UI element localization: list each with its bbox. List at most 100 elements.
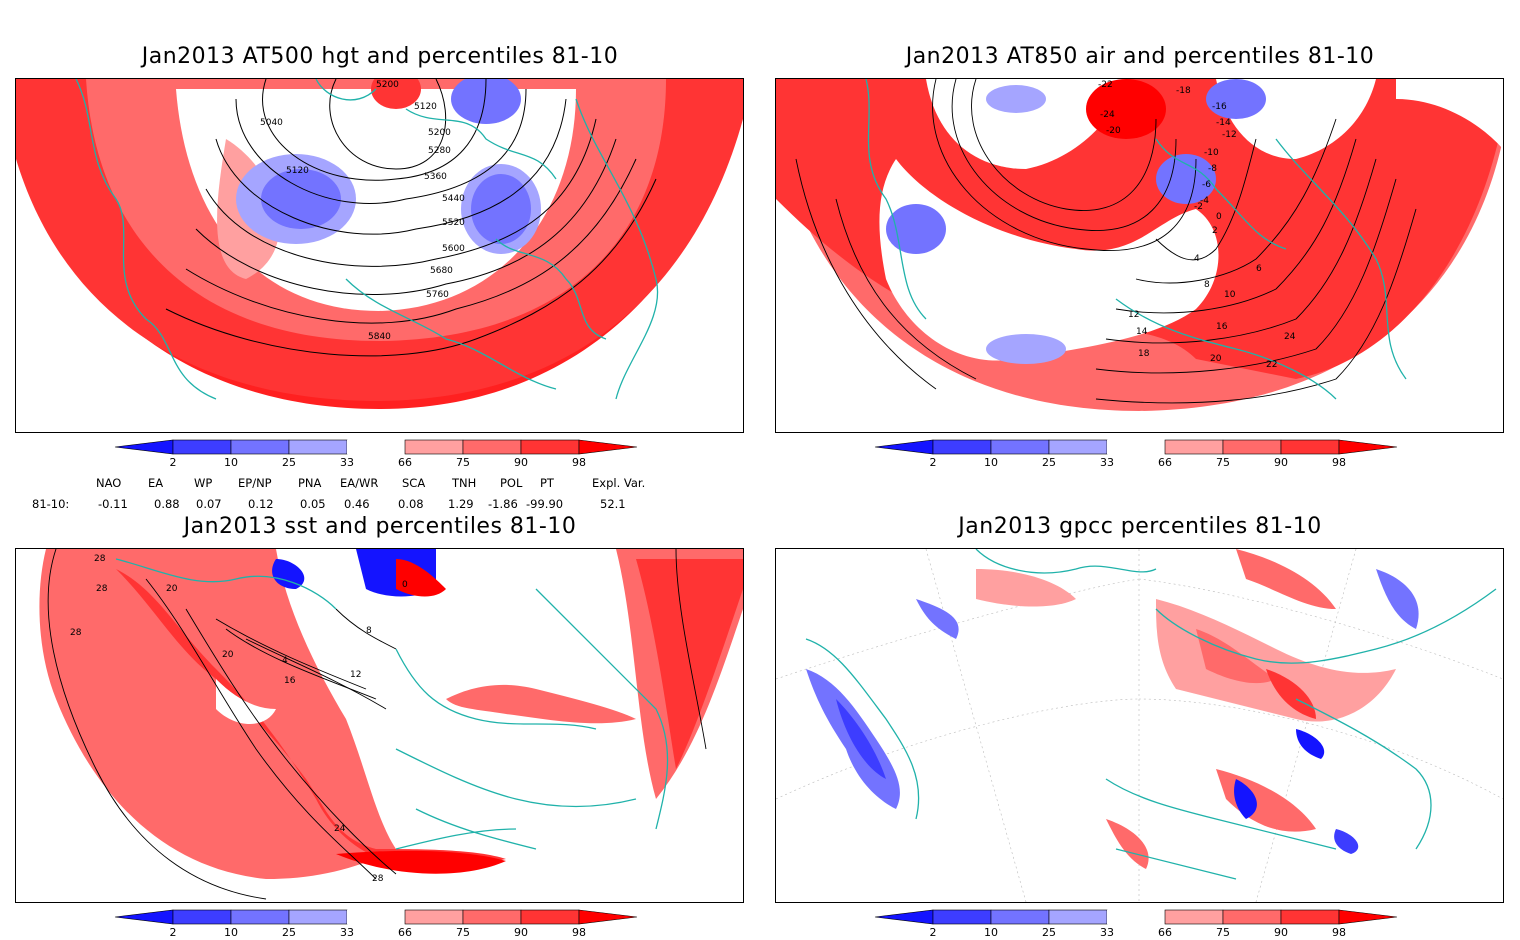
svg-text:-20: -20 [1106, 126, 1121, 136]
colorbar-segment [1107, 440, 1165, 454]
panel-title-gpcc: Jan2013 gpcc percentiles 81-10 [958, 514, 1322, 539]
svg-text:-6: -6 [1202, 180, 1211, 190]
svg-text:22: 22 [1266, 360, 1277, 370]
colorbar-tick-label: 33 [1100, 456, 1114, 469]
tele-header-pt: PT [540, 476, 554, 490]
tele-header-explvar: Expl. Var. [592, 476, 646, 490]
tele-header-nao: NAO [96, 476, 122, 490]
tele-header-pna: PNA [298, 476, 322, 490]
colorbar-arrow-high [1338, 909, 1398, 925]
svg-text:-10: -10 [1204, 148, 1219, 158]
map-at850-air: -22 -24 -20 -18 -16 -14 -12 -10 -8 -6 -4… [775, 78, 1504, 433]
map-sst: 28 28 28 20 20 16 12 8 4 0 24 28 [15, 548, 744, 903]
tele-row-label: 81-10: [32, 497, 70, 511]
svg-text:14: 14 [1136, 327, 1148, 337]
colorbar-segment [462, 909, 522, 925]
svg-text:5200: 5200 [376, 80, 399, 90]
colorbar-tick-label: 33 [340, 456, 354, 469]
colorbar-tick-label: 2 [930, 456, 937, 469]
colorbar-tick-label: 10 [984, 456, 998, 469]
colorbar-segment [347, 910, 405, 924]
svg-text:5760: 5760 [426, 290, 449, 300]
colorbar-segment [1164, 909, 1224, 925]
svg-text:5040: 5040 [260, 118, 283, 128]
colorbar-tick-label: 25 [1042, 926, 1056, 939]
colorbar-tick-label: 2 [170, 926, 177, 939]
colorbar-tick-label: 90 [1274, 456, 1288, 469]
svg-text:28: 28 [96, 584, 108, 594]
colorbar-segment [1222, 439, 1282, 455]
svg-text:28: 28 [372, 874, 384, 884]
svg-text:8: 8 [366, 626, 372, 636]
colorbar-segment [932, 439, 992, 455]
colorbar-top-left: 2 10 25 33 66 75 90 98 [114, 438, 645, 469]
colorbar-segment [347, 440, 405, 454]
colorbar-segment [462, 439, 522, 455]
colorbar-bottom-left: 2 10 25 33 66 75 90 98 [114, 908, 645, 939]
colorbar-tick-label: 98 [1332, 926, 1346, 939]
svg-text:8: 8 [1204, 280, 1210, 290]
tele-header-sca: SCA [402, 476, 426, 490]
colorbar-segment [1048, 439, 1108, 455]
colorbar-segment [1280, 909, 1340, 925]
colorbar-tick-label: 75 [1216, 926, 1230, 939]
colorbar-arrow-low [874, 909, 934, 925]
colorbar-tick-label: 10 [224, 456, 238, 469]
svg-text:0: 0 [1216, 212, 1222, 222]
tele-value-nao: -0.11 [98, 497, 128, 511]
colorbar-tick-label: 25 [282, 456, 296, 469]
colorbar-segment [990, 909, 1050, 925]
svg-text:-18: -18 [1176, 86, 1191, 96]
tele-header-eawr: EA/WR [340, 476, 379, 490]
svg-text:-14: -14 [1216, 118, 1231, 128]
contour-labels-sst: 28 28 28 20 20 16 12 8 4 0 24 28 [70, 554, 408, 884]
colorbar-segment [990, 439, 1050, 455]
colorbar-bottom-right: 2 10 25 33 66 75 90 98 [874, 908, 1405, 939]
svg-text:-12: -12 [1222, 130, 1237, 140]
colorbar-arrow-high [578, 909, 638, 925]
svg-text:10: 10 [1224, 290, 1236, 300]
svg-text:2: 2 [1212, 226, 1218, 236]
svg-text:6: 6 [1256, 264, 1262, 274]
colorbar-top-right: 2 10 25 33 66 75 90 98 [874, 438, 1405, 469]
colorbar-tick-label: 75 [456, 456, 470, 469]
colorbar-tick-label: 90 [1274, 926, 1288, 939]
svg-text:5280: 5280 [428, 146, 451, 156]
map-at500-svg: 5200 5040 5120 5200 5280 5120 5360 5440 … [16, 79, 743, 409]
colorbar-tick-label: 98 [1332, 456, 1346, 469]
tele-value-pol: -1.86 [488, 497, 518, 511]
svg-text:5120: 5120 [286, 166, 309, 176]
svg-text:28: 28 [70, 628, 82, 638]
svg-text:0: 0 [402, 580, 408, 590]
svg-text:5360: 5360 [424, 172, 447, 182]
colorbar-arrow-low [874, 439, 934, 455]
tele-value-wp: 0.07 [196, 497, 222, 511]
colorbar-tick-label: 33 [340, 926, 354, 939]
colorbar-segment [230, 439, 290, 455]
contour-labels-at500: 5200 5040 5120 5200 5280 5120 5360 5440 … [260, 80, 465, 342]
colorbar-tick-label: 33 [1100, 926, 1114, 939]
map-gpcc-svg [776, 549, 1503, 902]
colorbar-tick-label: 2 [930, 926, 937, 939]
map-at500-hgt: 5200 5040 5120 5200 5280 5120 5360 5440 … [15, 78, 744, 433]
map-at850-svg: -22 -24 -20 -18 -16 -14 -12 -10 -8 -6 -4… [776, 79, 1503, 411]
tele-value-explvar: 52.1 [600, 497, 626, 511]
svg-text:5200: 5200 [428, 128, 451, 138]
colorbar-segment [1280, 439, 1340, 455]
tele-header-tnh: TNH [452, 476, 477, 490]
colorbar-segment [1048, 909, 1108, 925]
panel-title-sst: Jan2013 sst and percentiles 81-10 [183, 514, 577, 539]
colorbar-tick-label: 25 [282, 926, 296, 939]
tele-value-pna: 0.05 [300, 497, 326, 511]
svg-text:12: 12 [350, 670, 361, 680]
tele-header-pol: POL [500, 476, 523, 490]
svg-text:18: 18 [1138, 349, 1150, 359]
tele-value-sca: 0.08 [398, 497, 424, 511]
tele-header-epnp: EP/NP [238, 476, 272, 490]
colorbar-segment [1107, 910, 1165, 924]
svg-text:5520: 5520 [442, 218, 465, 228]
colorbar-segment [230, 909, 290, 925]
colorbar-segment [520, 909, 580, 925]
svg-text:5440: 5440 [442, 194, 465, 204]
tele-value-tnh: 1.29 [448, 497, 474, 511]
